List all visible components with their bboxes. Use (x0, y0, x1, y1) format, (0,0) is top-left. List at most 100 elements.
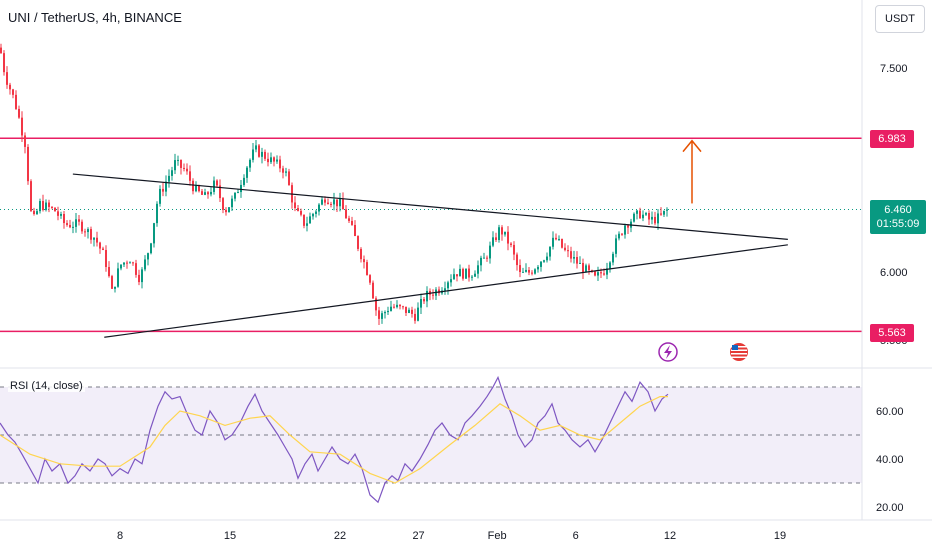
rsi-tick-label: 60.00 (876, 406, 904, 418)
candle-body (387, 310, 389, 313)
candle-body (633, 213, 635, 222)
candle-body (573, 257, 575, 259)
candle-body (489, 245, 491, 259)
candle-body (39, 201, 41, 212)
us-flag-icon-canton (732, 345, 738, 350)
candle-body (282, 168, 284, 173)
price-tick-label: 7.500 (880, 63, 908, 75)
candle-body (330, 203, 332, 205)
candle-body (339, 198, 341, 207)
candle-body (432, 294, 434, 296)
candle-body (180, 159, 182, 168)
candle-body (198, 185, 200, 192)
candle-body (276, 159, 278, 162)
candle-body (543, 260, 545, 262)
candle-body (255, 145, 257, 150)
candle-body (207, 192, 209, 195)
candle-body (258, 145, 260, 157)
candle-body (345, 209, 347, 219)
candle-body (564, 247, 566, 251)
candle-body (18, 108, 20, 118)
candle-body (201, 191, 203, 195)
candle-body (249, 159, 251, 168)
candle-body (594, 271, 596, 276)
candle-body (234, 192, 236, 199)
candle-body (12, 89, 14, 95)
candle-body (93, 237, 95, 240)
candle-body (567, 250, 569, 252)
time-tick-label: 15 (224, 530, 236, 542)
candle-body (123, 262, 125, 265)
candle-body (225, 209, 227, 213)
candle-body (45, 202, 47, 210)
candle-body (171, 170, 173, 176)
candle-body (450, 279, 452, 283)
candle-body (279, 159, 281, 169)
price-tick-label: 6.000 (880, 267, 908, 279)
candle-body (423, 299, 425, 302)
time-tick-label: Feb (488, 530, 507, 542)
candle-body (531, 272, 533, 274)
candle-body (459, 268, 461, 277)
candle-body (108, 267, 110, 277)
candle-body (165, 181, 167, 192)
candle-body (336, 199, 338, 207)
candle-body (498, 227, 500, 240)
candle-body (660, 213, 662, 215)
candle-body (537, 266, 539, 270)
candle-body (468, 268, 470, 278)
candle-body (105, 250, 107, 268)
candle-body (213, 180, 215, 192)
candle-body (492, 237, 494, 246)
us-flag-icon-stripe (731, 356, 747, 358)
candle-body (561, 238, 563, 248)
last-price-badge: 6.460 01:55:09 (870, 200, 926, 234)
candle-body (645, 213, 647, 215)
candle-body (654, 216, 656, 224)
candle-body (186, 168, 188, 172)
candle-body (624, 225, 626, 235)
candle-body (474, 273, 476, 277)
candle-body (27, 146, 29, 182)
candle-body (51, 206, 53, 208)
candle-body (471, 276, 473, 278)
candle-body (504, 231, 506, 235)
candle-body (264, 151, 266, 159)
candle-body (588, 265, 590, 271)
candle-body (534, 269, 536, 274)
candle-body (237, 192, 239, 194)
candle-body (144, 259, 146, 270)
candle-body (204, 192, 206, 195)
candle-body (252, 149, 254, 160)
time-tick-label: 8 (117, 530, 123, 542)
candle-body (363, 259, 365, 263)
rsi-pane (0, 375, 862, 504)
candle-body (177, 159, 179, 161)
candle-body (603, 273, 605, 275)
candle-body (210, 191, 212, 195)
candle-body (522, 271, 524, 273)
candle-body (447, 282, 449, 289)
currency-button[interactable]: USDT (875, 5, 925, 33)
candle-body (54, 207, 56, 212)
candle-body (72, 226, 74, 228)
candle-body (378, 310, 380, 319)
rsi-indicator-label[interactable]: RSI (14, close) (8, 380, 85, 392)
candle-body (495, 237, 497, 240)
candle-body (129, 262, 131, 264)
candle-body (138, 274, 140, 283)
candle-body (294, 202, 296, 209)
candle-body (360, 248, 362, 260)
candle-body (0, 47, 2, 54)
candle-body (288, 171, 290, 186)
candle-body (477, 265, 479, 274)
candle-body (483, 257, 485, 259)
rsi-ma-line (0, 396, 668, 484)
time-tick-label: 19 (774, 530, 786, 542)
candle-body (597, 272, 599, 276)
candle-body (3, 53, 5, 73)
candle-body (321, 199, 323, 205)
candle-body (168, 175, 170, 182)
candle-body (48, 202, 50, 207)
